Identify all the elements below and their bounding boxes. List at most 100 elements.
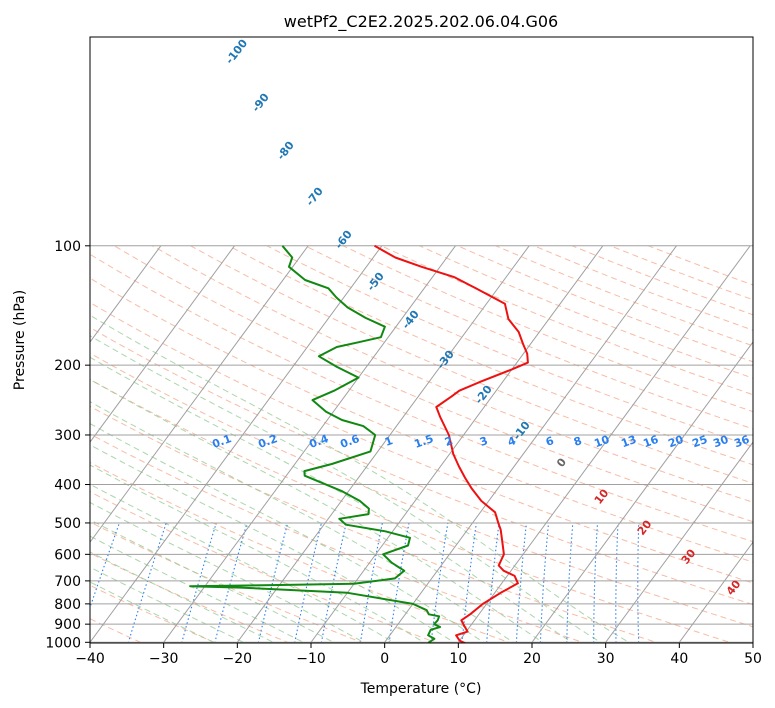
moist-adiabat <box>90 444 456 643</box>
mixing-ratio-line <box>127 522 167 643</box>
y-axis: 100 200 300 400 500 600 700 800 900 1000 <box>45 239 90 651</box>
x-tick-label: 0 <box>380 651 389 667</box>
dry-adiabat <box>304 245 753 430</box>
x-axis-label: Temperature (°C) <box>360 681 482 697</box>
dry-adiabat <box>90 352 753 628</box>
mixing-ratio-label: 3 <box>478 434 490 449</box>
chart-title: wetPf2_C2E2.2025.202.06.04.G06 <box>284 12 558 32</box>
moist-adiabat <box>90 519 336 643</box>
isotherm-label: 0 <box>554 455 569 469</box>
dry-adiabat <box>90 461 513 643</box>
dry-adiabat <box>152 245 753 503</box>
profile-lines <box>189 244 529 643</box>
isotherm <box>90 245 309 544</box>
isotherm-label: -70 <box>303 185 326 209</box>
y-tick-label: 600 <box>54 547 81 563</box>
dry-adiabat <box>648 245 753 286</box>
isotherm <box>90 245 235 443</box>
isotherm-label: -100 <box>223 37 250 67</box>
isotherm-label: -90 <box>249 91 272 115</box>
y-tick-label: 700 <box>54 574 81 590</box>
y-axis-label: Pressure (hPa) <box>12 290 28 390</box>
adiabat-label: 20 <box>635 517 655 537</box>
dry-adiabat <box>266 245 753 448</box>
dry-adiabat <box>90 301 753 584</box>
mixing-ratio-label: 10 <box>592 433 611 451</box>
mixing-ratio-line <box>430 522 449 643</box>
moist-adiabat <box>90 535 306 643</box>
isotherm <box>90 245 383 643</box>
mixing-ratio-line <box>214 522 248 643</box>
adiabat-label: 10 <box>592 486 612 506</box>
isotherm-label: -80 <box>274 139 297 163</box>
mixing-ratio-label: 20 <box>666 433 685 451</box>
mixing-ratio-line <box>593 522 599 643</box>
mixing-ratio-label: 8 <box>572 434 584 449</box>
mixing-ratio-line <box>90 522 120 610</box>
mixing-ratio-label: 0.4 <box>307 432 330 451</box>
moist-adiabat <box>90 423 486 643</box>
y-tick-label: 500 <box>54 516 81 532</box>
isotherm <box>383 245 677 643</box>
mixing-ratio-label: 4 <box>506 434 518 449</box>
y-tick-label: 300 <box>54 428 81 444</box>
x-tick-label: −30 <box>149 651 179 667</box>
dry-adiabat <box>342 245 753 413</box>
x-tick-label: 10 <box>449 651 467 667</box>
plot-frame <box>89 36 754 644</box>
moist-adiabat <box>90 464 426 643</box>
isotherm <box>236 245 530 643</box>
mixing-ratio-label: 30 <box>711 433 730 451</box>
mixing-ratio-label: 0.2 <box>256 432 279 451</box>
mixing-ratio-line <box>539 522 550 643</box>
mixing-ratio-label: 1 <box>383 434 395 449</box>
x-tick-label: 30 <box>597 651 615 667</box>
y-tick-label: 400 <box>54 478 81 494</box>
mixing-ratio-line <box>461 522 477 643</box>
mixing-ratio-line <box>359 522 383 643</box>
moist-adiabat <box>90 335 603 643</box>
dry-adiabat <box>90 253 753 543</box>
x-tick-label: 40 <box>670 651 688 667</box>
dewpoint-line <box>189 245 442 643</box>
mixing-ratio-label: 13 <box>619 433 638 450</box>
isotherm <box>678 541 753 643</box>
y-tick-label: 100 <box>54 239 81 255</box>
mixing-ratio-label: 16 <box>641 433 660 451</box>
isotherm-label: -50 <box>364 270 387 294</box>
mixing-ratio-line <box>320 522 347 643</box>
dry-adiabat <box>90 326 753 606</box>
isotherm <box>457 245 751 643</box>
isotherm <box>530 341 753 643</box>
dry-adiabat <box>90 584 218 643</box>
mixing-ratio-line <box>294 522 322 643</box>
isotherm-label: -30 <box>434 348 457 372</box>
mixing-ratio-line <box>257 522 289 643</box>
mixing-ratio-label: 2 <box>443 434 455 449</box>
isotherm-label: -20 <box>472 383 495 407</box>
y-tick-label: 200 <box>54 358 81 374</box>
mixing-ratio-line <box>566 522 574 643</box>
dry-adiabat <box>90 552 291 643</box>
x-tick-label: −10 <box>296 651 326 667</box>
mixing-ratio-line <box>615 522 619 643</box>
y-tick-label: 900 <box>54 617 81 633</box>
x-axis: −40 −30 −20 −10 0 10 20 30 40 50 <box>75 643 762 667</box>
mixing-ratio-label: 0.6 <box>338 432 361 451</box>
mixing-ratio-label: 6 <box>544 434 556 449</box>
mixing-ratio-label: 1.5 <box>412 432 435 451</box>
mixing-ratio-label: 36 <box>732 433 751 451</box>
moist-adiabat <box>90 378 545 643</box>
dry-adiabat <box>90 277 753 563</box>
moist-adiabat <box>90 356 574 643</box>
x-tick-label: 20 <box>523 651 541 667</box>
isotherm <box>90 245 162 343</box>
mixing-ratio-line <box>388 522 410 643</box>
isotherm-label: -60 <box>332 228 355 252</box>
dry-adiabat <box>90 378 734 643</box>
dry-adiabat <box>90 521 365 643</box>
y-tick-label: 1000 <box>45 635 81 651</box>
temperature-line <box>374 244 529 643</box>
isotherm <box>162 245 456 643</box>
